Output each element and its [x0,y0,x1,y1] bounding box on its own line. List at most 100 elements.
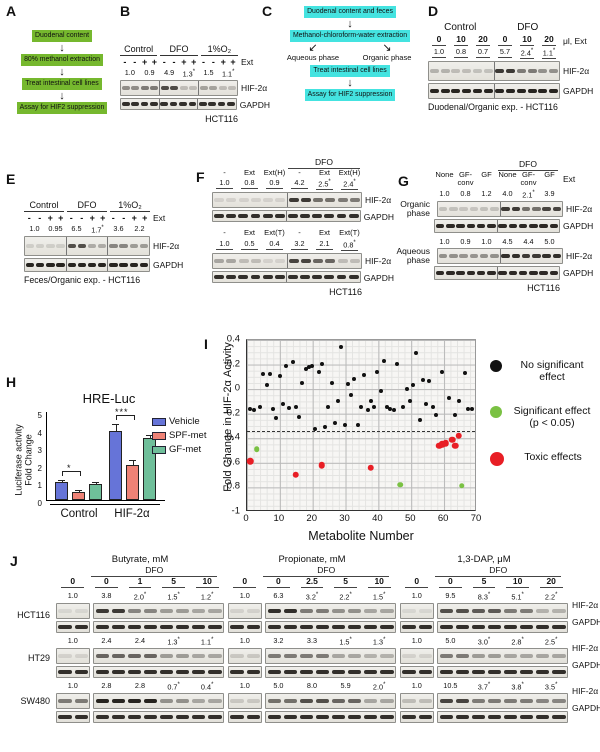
value-cell: 0.9 [144,68,155,77]
blot-lane [337,254,349,268]
value-cell: 5 [329,576,363,590]
y-tick: 0.4 [226,333,240,345]
group-label: Control [24,200,64,212]
blot-band [119,263,128,268]
blot-lane [77,237,87,255]
blot-band [230,653,244,658]
blot-lane [516,62,527,80]
blot-box [93,692,224,709]
blot-lane [486,267,496,279]
fold-numbers: 1.0 6.3 3.2* 2.2* 1.5* [228,591,396,601]
blot-band [549,223,559,228]
blot-band [402,608,416,613]
value-cell: 3.0* [477,636,491,646]
blot-band [364,653,378,658]
blot-band [160,669,174,674]
significance-bracket [115,415,135,421]
blot-lane [438,249,448,263]
ext-label: Ext [241,57,254,67]
scatter-point [401,404,406,409]
blot-band [483,69,493,74]
blot-lane [142,694,158,708]
blot-band [74,608,88,613]
value-cell: 2.0* [133,591,147,601]
blot-lane [87,259,97,271]
blot-box [265,647,396,664]
blot-lane [245,694,261,708]
blot-band [127,714,142,719]
panel-b: B Control DFO 1%O₂ - - + + - - + + - - + + Ext 1.0 0… [120,4,270,124]
blot-lane [126,667,142,677]
blot-lane [363,604,379,618]
value-cell: 0.4* [200,681,214,691]
blot-band [230,714,244,719]
blot-lane [499,248,511,263]
value-cell: 20 [472,35,494,46]
blot-lane [170,81,180,95]
blot-lane [142,712,158,722]
blot-lane [159,694,175,708]
value-cell: 5.0 [544,236,555,246]
blot-band [364,608,378,613]
y-tick: 0.2 [226,358,240,370]
panel-i-label: I [204,336,208,352]
blot-lane [401,604,417,618]
blot-band [539,223,548,228]
hif2a-label: HIF-2α [572,643,599,653]
value-cell: 20 [534,576,568,590]
blot-band [230,698,244,703]
blot-lane [191,694,207,708]
cell-line-label: HCT116 [527,282,560,293]
blot-band [552,624,566,629]
blot-lane [126,694,142,708]
flow-step: Duodenal content [31,30,93,42]
blot-lane [73,712,89,722]
gapdh-blot [212,271,361,284]
blot-lane [324,193,336,207]
blot-box [93,620,224,633]
x-tick: 50 [404,513,416,524]
blot-band [418,669,432,674]
blot-g: DFO None GF-conv GF None GF-conv GF Ext 1.0 0.… [396,159,600,293]
blot-lane [516,84,527,98]
blot-band [332,653,346,658]
blot-box [265,665,396,678]
panel-f-label: F [196,169,205,185]
blot-band [429,89,439,94]
blot-lane [440,62,451,80]
black-dot-icon [490,360,502,372]
blot-band [267,608,281,613]
blot-lane [324,254,336,268]
blot-band [483,89,493,94]
hif2a-blot [56,692,224,710]
blot-lane [110,622,126,632]
blot-lane [503,694,519,708]
scatter-point [310,363,315,368]
value-cell: 2.2* [339,591,352,601]
value-cell: 10 [501,576,535,590]
blot-lane [461,62,472,80]
green-dot-icon [490,406,502,418]
x-axis-labels: Control HIF-2α [46,504,164,530]
value-cell: 0 [90,576,124,590]
value-cell: 0 [494,35,516,46]
blot-lane [349,254,361,268]
value-cell: 1.0 [411,590,422,600]
scatter-point [388,407,393,412]
blot-band [299,714,314,719]
scatter-point [290,359,295,364]
blot-lane [527,62,538,80]
blot-lane [65,259,77,272]
hif2a-label: HIF-2α [566,203,593,214]
blot-band [439,608,453,613]
blot-lane [486,649,502,663]
scatter-point [326,404,331,409]
blot-band [459,253,468,258]
legend-item: Significant effect (p < 0.05) [490,405,596,429]
scatter-point [313,426,318,431]
blot-lane [300,254,312,268]
blot-lane [519,622,535,632]
blot-lane [139,259,149,271]
scatter-point [339,345,344,350]
blot-band [109,263,118,268]
